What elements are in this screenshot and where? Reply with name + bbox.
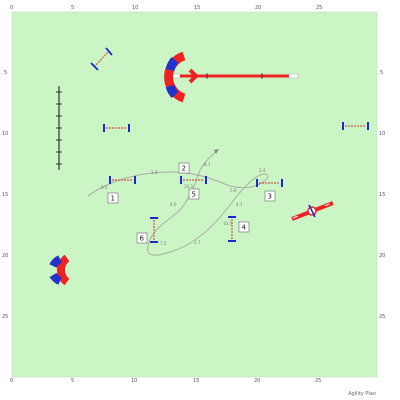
number-text: 5 xyxy=(192,191,196,199)
path-label: 4.1 xyxy=(236,202,243,207)
path-label: 10.3 xyxy=(184,184,193,189)
number-box xyxy=(264,190,276,202)
obstacle-number-2: 2 xyxy=(178,162,190,174)
obstacle-number-1: 1 xyxy=(107,192,119,204)
dog-walk-end-right xyxy=(288,73,299,79)
weave-poles xyxy=(56,86,62,170)
tunnel-bottom-left xyxy=(49,254,70,286)
right-tick-10: 10 xyxy=(379,131,385,137)
jump-diagonal-topleft xyxy=(90,47,113,71)
path-label: 2.7 xyxy=(194,240,201,245)
number-box xyxy=(238,221,250,233)
path-arrow-head xyxy=(214,149,219,154)
bottom-tick-5: 5 xyxy=(71,378,74,384)
path-label: 8.1 xyxy=(204,162,211,167)
number-box xyxy=(188,188,200,200)
tunnel-bl-rib-1 xyxy=(49,255,63,269)
path-label: 4.0 xyxy=(170,202,177,207)
tunnel-top-body xyxy=(164,51,186,103)
left-tick-5: 5 xyxy=(4,70,7,76)
top-tick-25: 25 xyxy=(316,5,322,11)
top-tick-0: 0 xyxy=(10,5,13,11)
path-label: 2.4 xyxy=(259,168,266,173)
path-label: 8.5 xyxy=(101,185,108,190)
path-label: 10.5 xyxy=(223,221,232,226)
tunnel-bl-body xyxy=(57,254,70,286)
jump-right xyxy=(342,122,369,130)
jump-4 xyxy=(228,216,236,242)
bottom-tick-20: 20 xyxy=(254,378,260,384)
obstacle-number-3: 3 xyxy=(264,190,276,202)
left-tick-25: 25 xyxy=(2,314,8,320)
number-text: 1 xyxy=(111,195,115,203)
tunnel-top-inner xyxy=(188,68,199,84)
bottom-scale: 0 5 10 15 20 25 xyxy=(10,378,321,384)
number-text: 3 xyxy=(268,193,272,201)
left-scale: 5 10 15 20 25 xyxy=(2,70,8,320)
number-text: 6 xyxy=(140,235,145,243)
left-tick-15: 15 xyxy=(2,192,8,198)
jump-upper-left xyxy=(103,124,130,132)
brand-label: Agility Plan xyxy=(348,391,376,397)
tunnel-bl-rib-2 xyxy=(49,272,62,285)
number-box xyxy=(107,192,119,204)
number-box xyxy=(136,232,148,244)
dog-walk-plank xyxy=(180,74,289,78)
jump-1 xyxy=(109,176,136,184)
path-label: 2.3 xyxy=(151,170,158,175)
right-tick-5: 5 xyxy=(380,70,383,76)
left-tick-10: 10 xyxy=(2,131,8,137)
obstacle-number-5: 5 xyxy=(188,188,200,200)
right-tick-20: 20 xyxy=(379,253,385,259)
dog-walk xyxy=(170,73,299,79)
top-scale: 0 5 10 15 20 25 xyxy=(10,5,322,11)
jump-dtl-wing-2 xyxy=(105,47,113,56)
tire-post-1 xyxy=(308,204,316,218)
bottom-tick-0: 0 xyxy=(10,378,13,384)
number-box xyxy=(178,162,190,174)
tunnel-top-rib-2 xyxy=(165,84,179,99)
top-tick-10: 10 xyxy=(132,5,138,11)
obstacle-number-4: 4 xyxy=(238,221,250,233)
tunnel-top xyxy=(164,51,199,103)
top-tick-20: 20 xyxy=(255,5,261,11)
jump-dtl-wing-1 xyxy=(90,62,99,71)
path-label: 7.5 xyxy=(160,241,167,246)
top-tick-5: 5 xyxy=(71,5,74,11)
right-tick-25: 25 xyxy=(379,314,385,320)
bottom-tick-25: 25 xyxy=(315,378,321,384)
jump-2 xyxy=(180,176,207,184)
left-tick-20: 20 xyxy=(2,253,8,259)
right-tick-15: 15 xyxy=(379,192,385,198)
jump-6 xyxy=(150,217,158,243)
bottom-tick-10: 10 xyxy=(131,378,137,384)
bottom-tick-15: 15 xyxy=(193,378,199,384)
jump-dtl-pole xyxy=(93,50,110,68)
jump-3 xyxy=(256,179,283,187)
obstacle-number-6: 6 xyxy=(136,232,148,244)
path-label: 5.0 xyxy=(230,188,237,193)
number-text: 2 xyxy=(182,165,186,173)
right-scale: 5 10 15 20 25 xyxy=(379,70,385,320)
number-text: 4 xyxy=(242,224,247,232)
path-distance-labels: 8.5 2.3 8.1 5.0 2.4 4.1 10.5 2.7 7.5 4.0… xyxy=(101,162,266,246)
tire-jump xyxy=(291,201,334,221)
top-tick-15: 15 xyxy=(194,5,200,11)
tunnel-top-rib-1 xyxy=(165,57,179,72)
